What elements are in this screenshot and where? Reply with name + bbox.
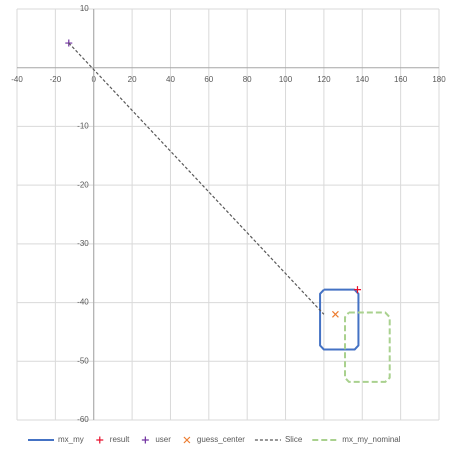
y-tick-label: -60 (77, 415, 89, 424)
legend-label: guess_center (197, 435, 245, 444)
x-tick-label: 180 (432, 75, 446, 84)
x-tick-label: -20 (50, 75, 62, 84)
y-tick-label: -40 (77, 298, 89, 307)
x-tick-label: 160 (394, 75, 408, 84)
point (353, 286, 361, 294)
series-line (344, 311, 391, 383)
legend-swatch (141, 436, 149, 444)
x-tick-label: -40 (11, 75, 23, 84)
x-tick-label: 80 (243, 75, 252, 84)
y-tick-label: -20 (77, 180, 89, 189)
x-tick-label: 100 (279, 75, 293, 84)
legend-label: result (110, 435, 130, 444)
legend-label: mx_my_nominal (342, 435, 400, 444)
y-tick-label: -50 (77, 356, 89, 365)
x-tick-label: 140 (356, 75, 370, 84)
x-tick-label: 40 (166, 75, 175, 84)
x-tick-label: 60 (204, 75, 213, 84)
legend-swatch (183, 436, 191, 444)
series-line (68, 42, 325, 315)
y-tick-label: 10 (80, 4, 89, 13)
legend-swatch (96, 436, 104, 444)
y-tick-label: -30 (77, 239, 89, 248)
legend-label: user (155, 435, 171, 444)
y-tick-label: -10 (77, 122, 89, 131)
point (331, 310, 339, 318)
legend-label: Slice (285, 435, 303, 444)
x-tick-label: 20 (128, 75, 137, 84)
x-tick-label: 120 (317, 75, 331, 84)
legend-label: mx_my (58, 435, 84, 444)
